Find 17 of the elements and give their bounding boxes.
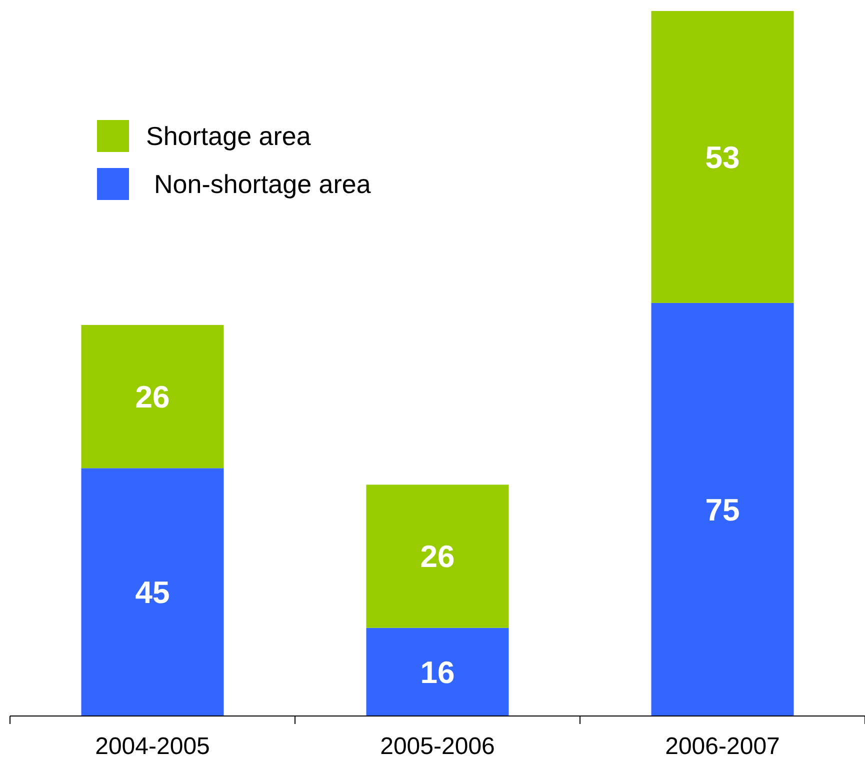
data-label: 26 [135,379,170,414]
data-label: 75 [705,492,740,528]
legend-label: Non-shortage area [154,169,372,200]
bar [366,628,509,716]
bar [651,11,794,303]
data-label: 16 [420,654,455,690]
data-label: 53 [705,140,740,175]
data-label: 26 [420,539,455,574]
x-tick-label: 2005-2006 [380,733,495,760]
x-tick-label: 2006-2007 [665,733,780,760]
bar [651,302,794,716]
bar [81,324,224,468]
data-label: 45 [135,574,170,610]
bar [81,468,224,716]
legend-label: Shortage area [146,121,312,152]
bar [366,484,509,628]
x-tick-label: 2004-2005 [95,733,210,760]
